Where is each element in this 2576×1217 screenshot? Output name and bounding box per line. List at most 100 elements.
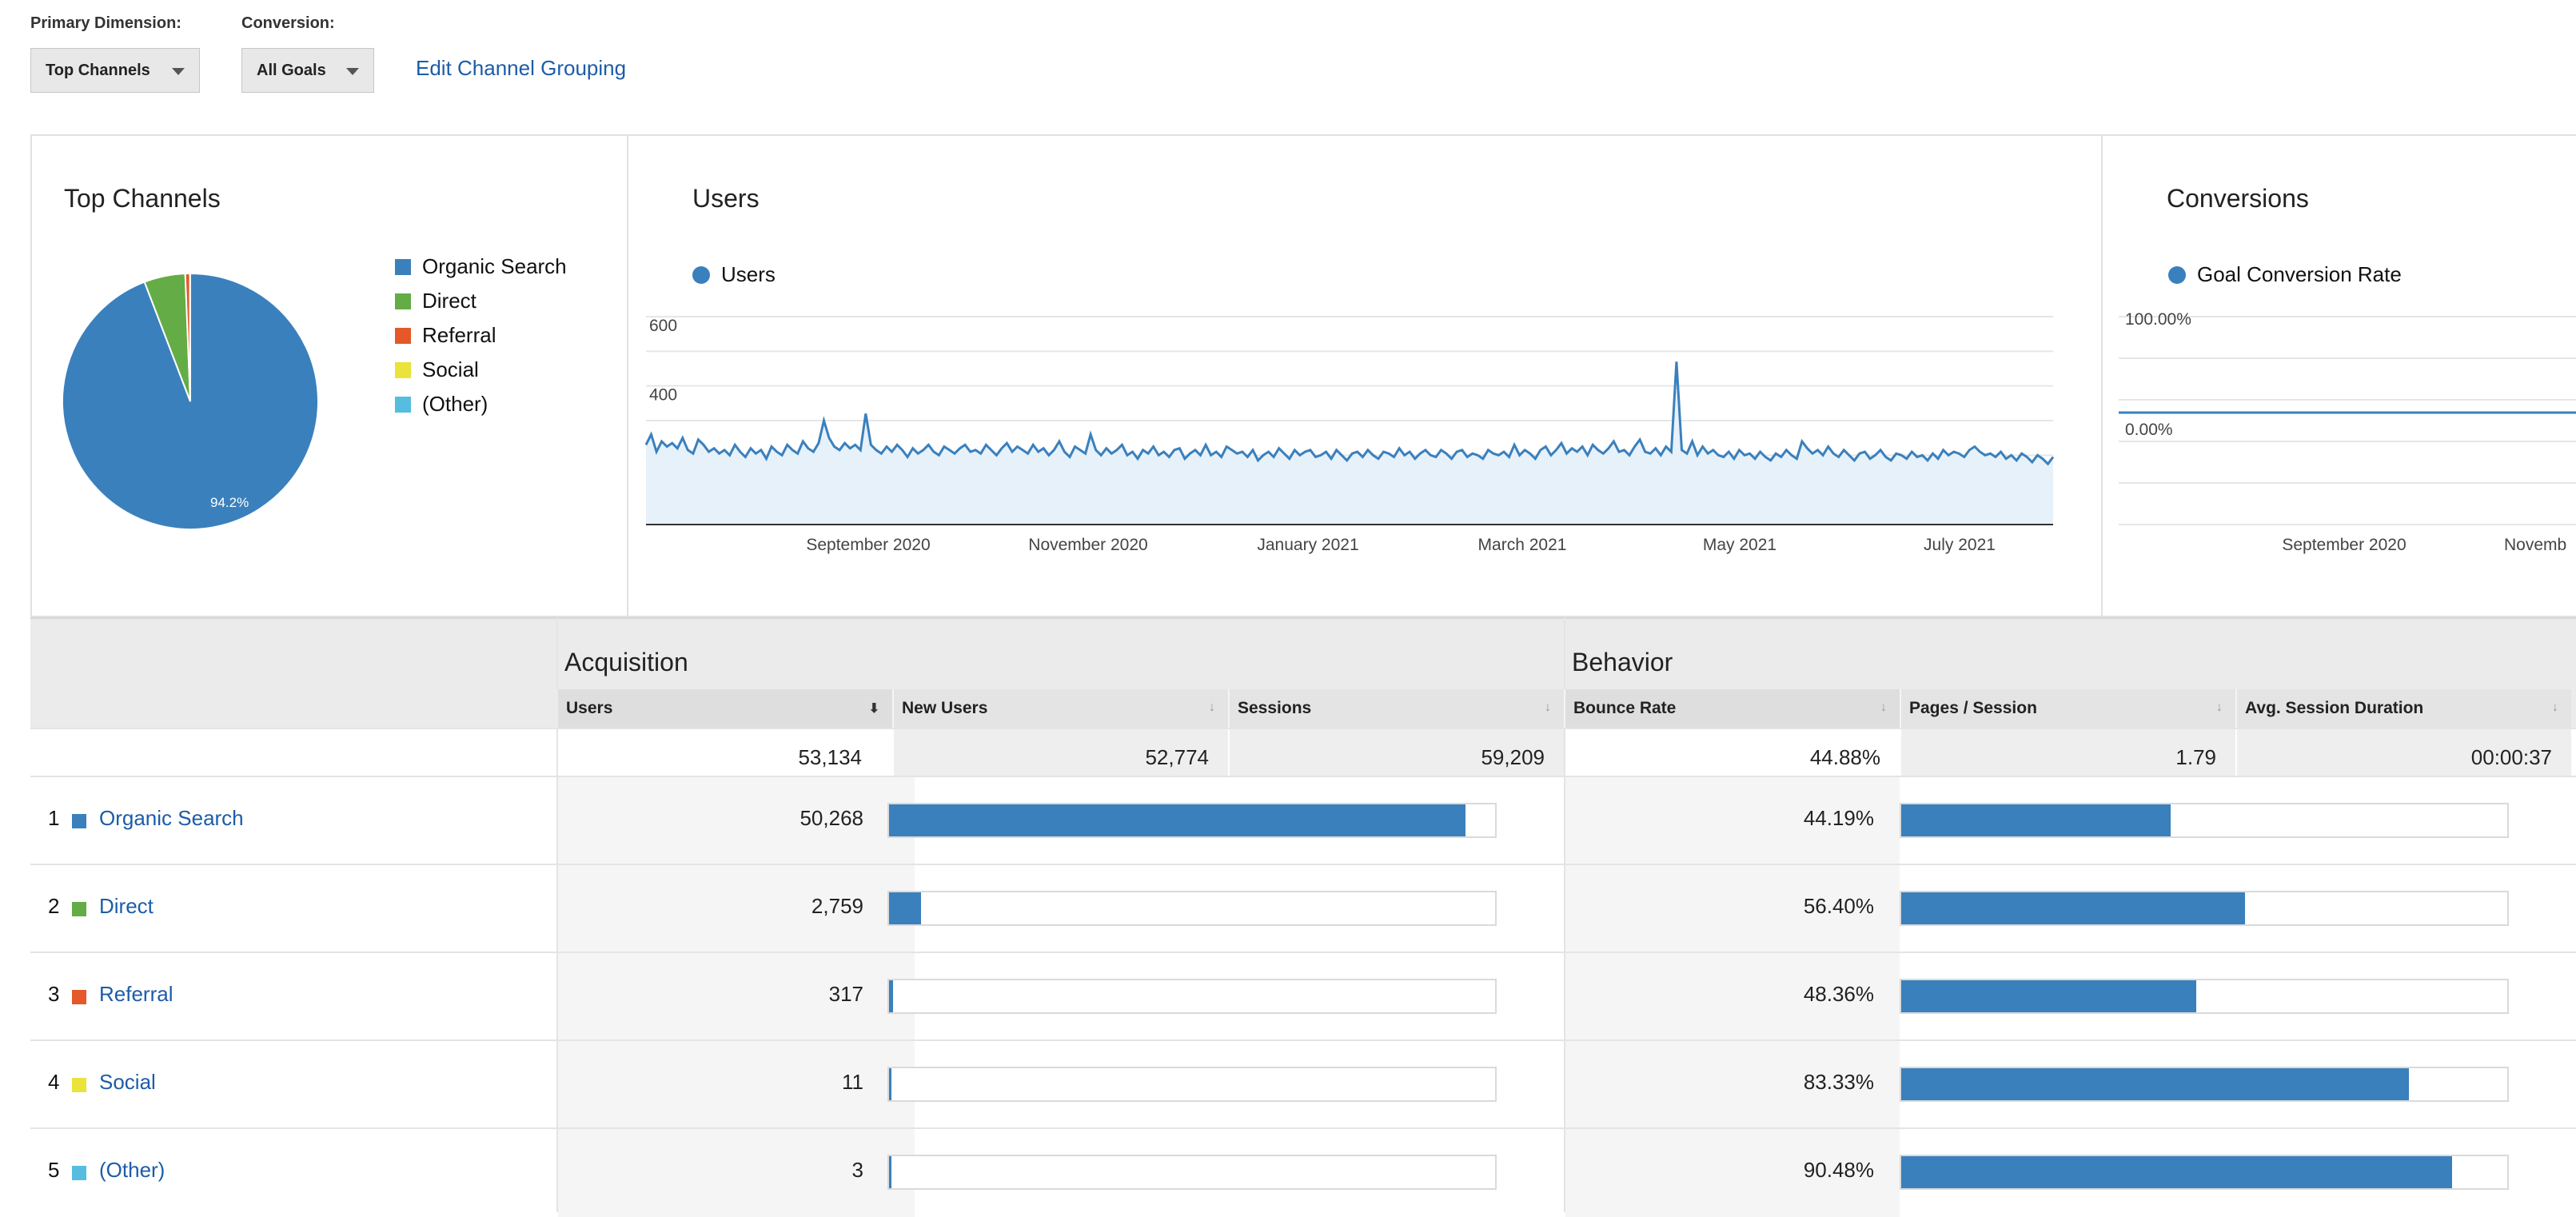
legend-item: Social bbox=[395, 357, 567, 382]
users-share-bar-fill bbox=[889, 804, 1465, 836]
row-rank: 5 bbox=[48, 1158, 59, 1183]
conversion-dropdown[interactable]: All Goals bbox=[241, 48, 374, 93]
channel-link[interactable]: (Other) bbox=[99, 1158, 165, 1183]
users-share-bar-fill bbox=[889, 1156, 891, 1188]
bounce-rate-value: 90.48% bbox=[1565, 1158, 1874, 1183]
chevron-down-icon bbox=[346, 68, 359, 75]
users-value: 2,759 bbox=[558, 894, 863, 919]
x-tick-label: November 2020 bbox=[1028, 536, 1147, 554]
column-header-bounce-rate[interactable]: Bounce Rate ↓ bbox=[1565, 689, 1900, 728]
legend-label: (Other) bbox=[422, 392, 488, 417]
sort-icon[interactable]: ↓ bbox=[2552, 700, 2558, 715]
bounce-rate-bar-fill bbox=[1901, 892, 2245, 924]
channel-color-swatch bbox=[72, 902, 86, 916]
users-value: 50,268 bbox=[558, 806, 863, 831]
column-header-label: Avg. Session Duration bbox=[2245, 699, 2423, 718]
bounce-rate-value: 56.40% bbox=[1565, 894, 1874, 919]
conversions-panel-title: Conversions bbox=[2167, 184, 2309, 213]
legend-label: Referral bbox=[422, 323, 496, 348]
x-tick-label: September 2020 bbox=[2282, 536, 2406, 554]
column-divider bbox=[1228, 689, 1230, 728]
channel-link[interactable]: Organic Search bbox=[99, 806, 244, 831]
total-users: 53,134 bbox=[558, 729, 892, 776]
table-row[interactable]: 5 (Other) 3 90.48% bbox=[30, 1127, 2576, 1217]
legend-item: (Other) bbox=[395, 392, 567, 417]
table-row[interactable]: 2 Direct 2,759 56.40% bbox=[30, 864, 2576, 953]
users-share-bar-fill bbox=[889, 980, 893, 1012]
total-bounce-rate: 44.88% bbox=[1565, 729, 1900, 776]
users-value: 11 bbox=[558, 1070, 863, 1095]
legend-swatch bbox=[395, 362, 411, 378]
top-channels-pie-chart: 94.2% bbox=[62, 273, 326, 537]
users-share-bar bbox=[887, 979, 1497, 1014]
bounce-rate-value: 48.36% bbox=[1565, 982, 1874, 1007]
bounce-rate-bar-fill bbox=[1901, 980, 2196, 1012]
behavior-group-label: Behavior bbox=[1572, 648, 1673, 677]
legend-swatch bbox=[395, 328, 411, 344]
column-header-pages-per-session[interactable]: Pages / Session↓ bbox=[1901, 689, 2235, 728]
sort-icon[interactable]: ↓ bbox=[1209, 700, 1215, 715]
column-header-avg-session-duration[interactable]: Avg. Session Duration ↓ bbox=[2237, 689, 2571, 728]
legend-swatch bbox=[395, 293, 411, 309]
channel-link[interactable]: Referral bbox=[99, 982, 173, 1007]
top-channels-title: Top Channels bbox=[64, 184, 221, 213]
primary-dimension-value: Top Channels bbox=[46, 62, 150, 80]
channel-link[interactable]: Social bbox=[99, 1070, 156, 1095]
sort-icon[interactable]: ↓ bbox=[1880, 700, 1887, 715]
sort-descending-icon[interactable]: ⬇ bbox=[869, 700, 879, 716]
sort-icon[interactable]: ↓ bbox=[2216, 700, 2223, 715]
channel-link[interactable]: Direct bbox=[99, 894, 154, 919]
panel-divider bbox=[2101, 134, 2103, 617]
total-pages-per-session: 1.79 bbox=[1901, 729, 2235, 776]
column-divider bbox=[1900, 689, 1901, 728]
primary-dimension-label: Primary Dimension: bbox=[30, 14, 181, 33]
bounce-rate-bar-fill bbox=[1901, 1156, 2452, 1188]
users-panel-title: Users bbox=[692, 184, 760, 213]
row-rank: 3 bbox=[48, 982, 59, 1007]
x-tick-label: September 2020 bbox=[806, 536, 930, 554]
conversion-label: Conversion: bbox=[241, 14, 335, 33]
bounce-rate-bar-fill bbox=[1901, 1068, 2409, 1100]
users-share-bar bbox=[887, 1067, 1497, 1102]
column-header-users[interactable]: Users ⬇ bbox=[558, 689, 892, 728]
table-row[interactable]: 3 Referral 317 48.36% bbox=[30, 952, 2576, 1041]
y-tick-label: 0.00% bbox=[2125, 421, 2173, 439]
primary-dimension-dropdown[interactable]: Top Channels bbox=[30, 48, 200, 93]
users-share-bar-fill bbox=[889, 892, 921, 924]
column-header-label: Users bbox=[566, 699, 612, 718]
column-header-new-users[interactable]: New Users ↓ bbox=[894, 689, 1228, 728]
users-legend-label: Users bbox=[721, 262, 776, 287]
table-group-header bbox=[30, 617, 2576, 691]
column-header-label: New Users bbox=[902, 699, 987, 718]
column-header-sessions[interactable]: Sessions↓ bbox=[1230, 689, 1564, 728]
channel-color-swatch bbox=[72, 814, 86, 828]
row-rank: 2 bbox=[48, 894, 59, 919]
pie-legend: Organic Search Direct Referral Social (Other… bbox=[395, 254, 567, 426]
channel-color-swatch bbox=[72, 1166, 86, 1180]
legend-label: Direct bbox=[422, 289, 477, 313]
conversion-value: All Goals bbox=[257, 62, 326, 80]
sort-icon[interactable]: ↓ bbox=[1545, 700, 1551, 715]
bounce-rate-bar bbox=[1900, 1067, 2509, 1102]
chevron-down-icon bbox=[172, 68, 185, 75]
row-rank: 1 bbox=[48, 806, 59, 831]
legend-item: Organic Search bbox=[395, 254, 567, 279]
bounce-rate-bar bbox=[1900, 979, 2509, 1014]
conversions-legend: Goal Conversion Rate bbox=[2168, 262, 2402, 287]
users-share-bar bbox=[887, 1155, 1497, 1190]
column-header-label: Bounce Rate bbox=[1573, 699, 1676, 718]
bounce-rate-value: 83.33% bbox=[1565, 1070, 1874, 1095]
x-tick-label: January 2021 bbox=[1257, 536, 1358, 554]
legend-swatch bbox=[395, 397, 411, 413]
y-tick-label: 400 bbox=[649, 386, 677, 405]
column-divider bbox=[2235, 689, 2237, 728]
bounce-rate-bar bbox=[1900, 891, 2509, 926]
users-value: 3 bbox=[558, 1158, 863, 1183]
users-value: 317 bbox=[558, 982, 863, 1007]
edit-channel-grouping-link[interactable]: Edit Channel Grouping bbox=[416, 56, 626, 81]
panel-divider bbox=[627, 134, 628, 617]
